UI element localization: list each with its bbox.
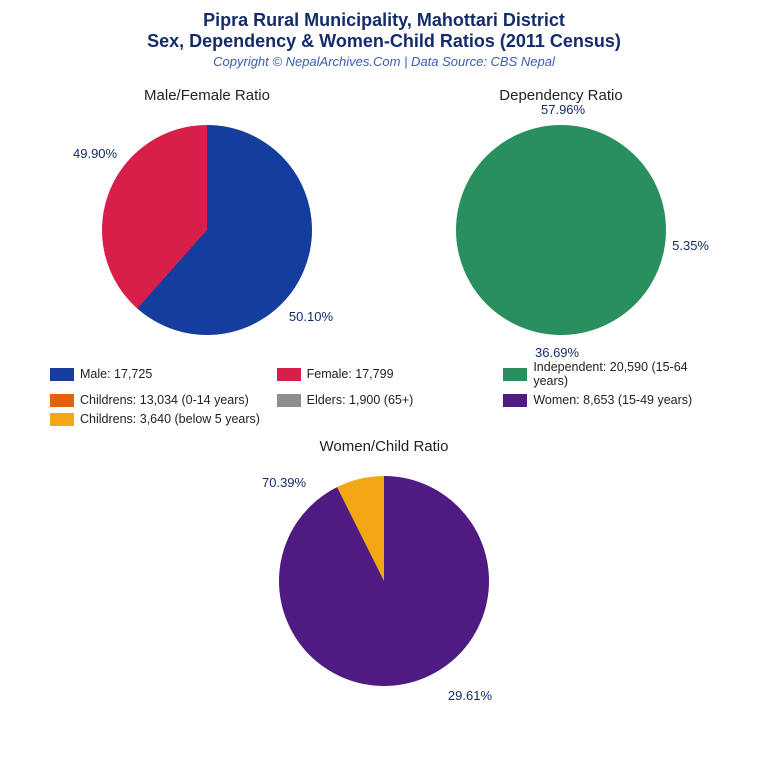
legend-swatch (503, 368, 527, 381)
chart1-label-male: 49.90% (73, 146, 117, 161)
chart-dependency: Dependency Ratio 57.96% 5.35% 36.69% (441, 87, 681, 350)
legend-text: Childrens: 13,034 (0-14 years) (80, 393, 249, 407)
legend-text: Elders: 1,900 (65+) (307, 393, 414, 407)
chart2-wrap: 57.96% 5.35% 36.69% (441, 110, 681, 350)
top-charts-row: Male/Female Ratio 49.90% 50.10% Dependen… (0, 87, 768, 350)
bottom-chart-row: Women/Child Ratio 70.39% 29.61% (0, 438, 768, 701)
legend-swatch (277, 394, 301, 407)
legend-item: Elders: 1,900 (65+) (277, 393, 492, 407)
legend-item: Childrens: 13,034 (0-14 years) (50, 393, 265, 407)
legend-text: Female: 17,799 (307, 367, 394, 381)
legend-swatch (50, 394, 74, 407)
chart2-label-childrens: 36.69% (535, 345, 579, 360)
legend-item: Male: 17,725 (50, 360, 265, 388)
legend-item: Women: 8,653 (15-49 years) (503, 393, 718, 407)
legend-item: Independent: 20,590 (15-64 years) (503, 360, 718, 388)
legend: Male: 17,725 Female: 17,799 Independent: 2… (0, 350, 768, 426)
legend-text: Childrens: 3,640 (below 5 years) (80, 412, 260, 426)
legend-swatch (277, 368, 301, 381)
chart2-label-independent: 57.96% (541, 102, 585, 117)
legend-text: Women: 8,653 (15-49 years) (533, 393, 692, 407)
title-line-1: Pipra Rural Municipality, Mahottari Dist… (0, 10, 768, 31)
chart3-title: Women/Child Ratio (320, 438, 449, 455)
chart1-title: Male/Female Ratio (144, 87, 270, 104)
chart1-pie (102, 125, 312, 335)
legend-swatch (503, 394, 527, 407)
legend-swatch (50, 413, 74, 426)
chart3-wrap: 70.39% 29.61% (264, 461, 504, 701)
subtitle: Copyright © NepalArchives.Com | Data Sou… (0, 54, 768, 69)
chart2-label-elders: 5.35% (672, 238, 709, 253)
chart3-label-women: 70.39% (262, 475, 306, 490)
chart3-label-children: 29.61% (448, 688, 492, 703)
legend-text: Independent: 20,590 (15-64 years) (533, 360, 718, 388)
chart1-wrap: 49.90% 50.10% (87, 110, 327, 350)
legend-swatch (50, 368, 74, 381)
chart-women-child: Women/Child Ratio 70.39% 29.61% (264, 438, 504, 701)
legend-item: Childrens: 3,640 (below 5 years) (50, 412, 265, 426)
title-line-2: Sex, Dependency & Women-Child Ratios (20… (0, 31, 768, 52)
chart1-label-female: 50.10% (289, 309, 333, 324)
chart3-pie (279, 476, 489, 686)
chart2-pie (456, 125, 666, 335)
chart-male-female: Male/Female Ratio 49.90% 50.10% (87, 87, 327, 350)
legend-item: Female: 17,799 (277, 360, 492, 388)
title-block: Pipra Rural Municipality, Mahottari Dist… (0, 0, 768, 69)
legend-text: Male: 17,725 (80, 367, 152, 381)
